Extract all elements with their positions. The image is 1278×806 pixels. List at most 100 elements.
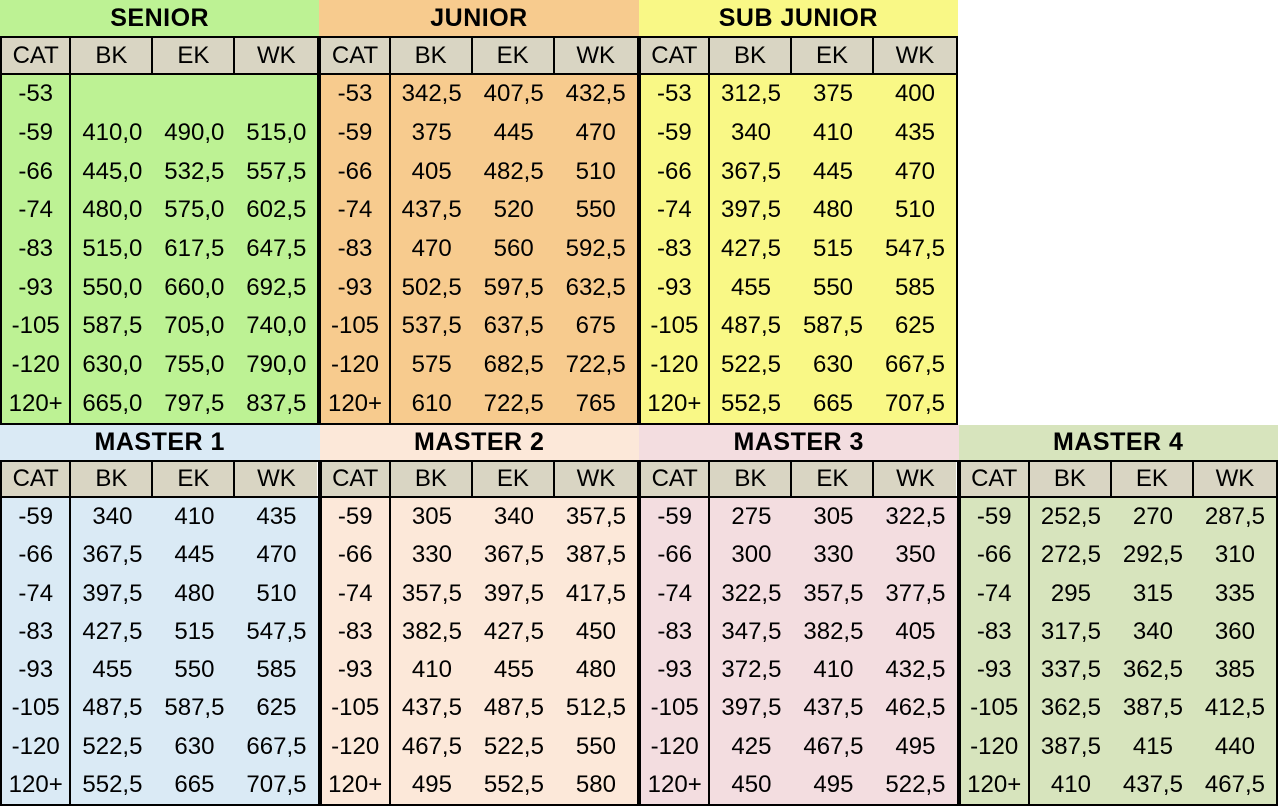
cell-ek: 597,5: [483, 273, 544, 301]
cell-ek: 515: [174, 617, 215, 645]
table-body: -53 -59 410,0 490,0 515,0 -66 445,0 532,5 557,5-…: [2, 75, 318, 424]
cell-bk: 305: [411, 503, 452, 531]
cell-cat: 120+: [321, 384, 391, 424]
table-row: -105 397,5 437,5 462,5: [641, 689, 957, 728]
cell-bk: 427,5: [82, 617, 143, 645]
cell-wk: 335: [1214, 579, 1255, 607]
cell-ek: 552,5: [483, 770, 544, 798]
cell-ek: 660,0: [164, 273, 225, 301]
column-header-wk: WK: [235, 462, 318, 496]
cell-ek: 575,0: [164, 196, 225, 224]
table-row: -120 467,5 522,5 550: [322, 727, 638, 766]
table-body: -59 252,5 270 287,5 -66 272,5 292,5 310 -74 295 31…: [960, 498, 1277, 804]
cell-wk: 547,5: [884, 235, 945, 263]
table-row: -93 337,5 362,5 385: [961, 651, 1277, 690]
cell-wk: 515,0: [246, 119, 307, 146]
column-header-row: CAT BK EK WK: [2, 462, 318, 498]
cell-cat: -120: [641, 727, 711, 766]
table-row: -66 405 482,5 510: [321, 152, 636, 192]
cell-ek: 315: [1132, 579, 1173, 607]
column-header-cat: CAT: [321, 38, 391, 73]
cell-cat: -66: [641, 536, 711, 575]
table-row: -59 375 445 470: [321, 113, 636, 153]
cell-ek: 550: [174, 656, 215, 684]
cell-ek: 630: [174, 732, 215, 760]
column-header-ek: EK: [472, 38, 555, 73]
table-junior: JUNIOR CAT BK EK WK -53 342,5 407,5 432,5 -59 375 4…: [319, 0, 639, 425]
cell-wk: 322,5: [885, 503, 946, 531]
cell-bk: 340: [730, 119, 772, 146]
table-row: -93 550,0 660,0 692,5: [2, 268, 317, 308]
table-row: -83 317,5 340 360: [961, 612, 1277, 651]
cell-wk: 350: [895, 541, 936, 569]
cell-cat: -59: [2, 498, 72, 537]
cell-bk: 487,5: [82, 694, 143, 722]
cell-wk: [235, 75, 317, 114]
cell-wk: 592,5: [565, 235, 626, 263]
table-row: 120+ 410 437,5 467,5: [961, 765, 1277, 804]
cell-bk: 252,5: [1040, 503, 1101, 531]
cell-ek: 637,5: [483, 312, 544, 340]
cell-bk: 502,5: [401, 273, 462, 301]
cell-cat: -53: [2, 75, 72, 114]
cell-cat: 120+: [641, 384, 711, 424]
table-senior: SENIOR CAT BK EK WK -53 -59 410,0 490,0 515,0 -66 4…: [0, 0, 320, 425]
table-grid: CAT BK EK WK -59 305 340 357,5 -66 330 367,5 387,5-…: [319, 460, 639, 806]
cell-cat: -83: [321, 229, 391, 269]
column-header-row: CAT BK EK WK: [321, 38, 637, 75]
table-grid: CAT BK EK WK -59 340 410 435 -66 367,5 445 470 -74 39…: [0, 460, 320, 806]
cell-wk: 470: [575, 119, 616, 146]
cell-wk: 585: [256, 656, 297, 684]
table-row: -105 487,5 587,5 625: [641, 307, 956, 346]
table-row: -93 455 550 585: [2, 651, 318, 690]
cell-wk: 722,5: [565, 351, 626, 379]
cell-ek: 482,5: [483, 157, 544, 185]
table-row: -93 502,5 597,5 632,5: [321, 268, 636, 308]
cell-bk: 450: [731, 770, 772, 798]
column-header-row: CAT BK EK WK: [960, 462, 1276, 498]
cell-bk: 437,5: [401, 196, 462, 224]
cell-cat: -59: [961, 498, 1030, 537]
cell-bk: 372,5: [721, 656, 782, 684]
cell-ek: 410: [813, 656, 854, 684]
table-body: -59 340 410 435 -66 367,5 445 470 -74 397,5 480 510…: [2, 498, 318, 804]
cell-cat: -93: [321, 268, 391, 308]
cell-cat: -93: [322, 651, 391, 690]
cell-cat: -105: [322, 689, 391, 728]
table-row: -93 410 455 480: [322, 651, 638, 690]
table-title: SENIOR: [0, 0, 320, 36]
cell-ek: 437,5: [1122, 770, 1183, 798]
table-row: 120+ 610 722,5 765: [321, 384, 636, 424]
column-header-bk: BK: [710, 462, 793, 496]
cell-ek: 455: [493, 656, 534, 684]
column-header-ek: EK: [153, 38, 236, 73]
table-row: -66 272,5 292,5 310: [961, 536, 1277, 575]
table-row: 120+ 552,5 665 707,5: [2, 765, 318, 804]
cell-wk: 435: [256, 503, 297, 531]
cell-wk: 440: [1214, 732, 1255, 760]
cell-cat: -83: [641, 229, 711, 269]
column-header-cat: CAT: [640, 38, 711, 73]
cell-wk: 495: [895, 732, 936, 760]
table-row: -83 427,5 515 547,5: [641, 229, 956, 269]
cell-wk: 550: [575, 196, 616, 224]
cell-cat: 120+: [2, 765, 72, 804]
cell-cat: -105: [2, 689, 72, 728]
column-header-wk: WK: [1193, 462, 1276, 496]
cell-ek: 587,5: [164, 694, 225, 722]
table-row: -66 330 367,5 387,5: [322, 536, 638, 575]
cell-bk: 522,5: [720, 351, 782, 379]
cell-cat: -93: [961, 651, 1030, 690]
table-body: -59 275 305 322,5 -66 300 330 350 -74 322,5 357,5 3…: [641, 498, 957, 804]
cell-cat: -120: [641, 345, 711, 385]
cell-bk: 347,5: [721, 617, 782, 645]
cell-cat: -59: [641, 113, 711, 153]
cell-bk: 495: [411, 770, 452, 798]
column-header-bk: BK: [71, 38, 154, 73]
table-row: 120+ 450 495 522,5: [641, 765, 957, 804]
cell-bk: 455: [730, 273, 772, 301]
cell-bk: 610: [411, 389, 452, 417]
cell-ek: 665: [812, 389, 854, 417]
cell-ek: 522,5: [483, 732, 544, 760]
